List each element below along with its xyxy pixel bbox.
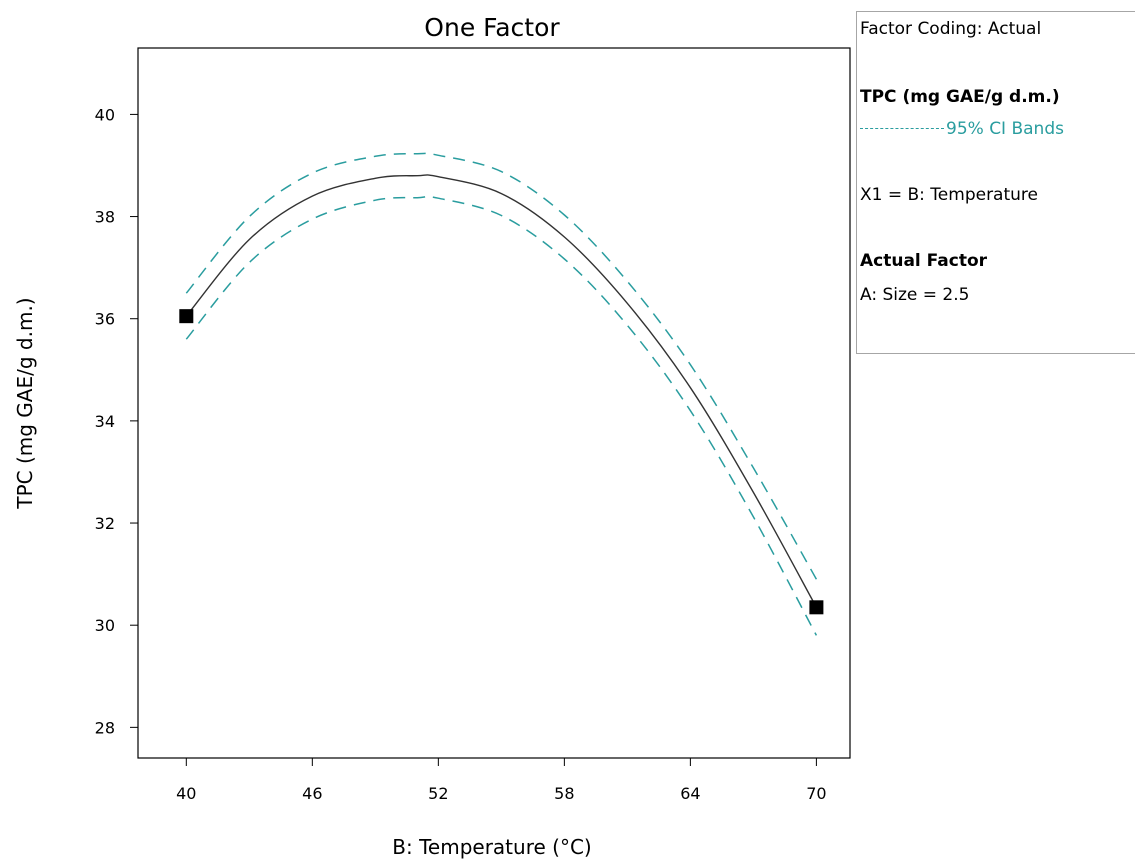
factor-coding-text: Factor Coding: Actual xyxy=(860,19,1042,39)
actual-factor-title: Actual Factor xyxy=(860,251,988,271)
design-point-marker xyxy=(809,600,824,615)
y-tick-label: 40 xyxy=(95,105,115,124)
legend-panel: Factor Coding: Actual TPC (mg GAE/g d.m.… xyxy=(856,11,1135,354)
axis-ticks: 40 46 52 58 64 70 28 30 32 34 36 38 40 xyxy=(95,105,827,803)
x-tick-label: 40 xyxy=(176,784,196,803)
y-tick-label: 30 xyxy=(95,616,115,635)
ci-upper-band xyxy=(185,152,818,580)
ci-legend-entry: 95% CI Bands xyxy=(860,119,1064,139)
series-group xyxy=(185,152,818,636)
y-tick-label: 36 xyxy=(95,310,115,329)
x-tick-label: 58 xyxy=(554,784,574,803)
ci-lower-band xyxy=(185,195,818,636)
y-axis-label: TPC (mg GAE/g d.m.) xyxy=(13,297,37,509)
plot-area-frame xyxy=(137,47,851,759)
x1-definition: X1 = B: Temperature xyxy=(860,185,1038,205)
y-tick-label: 38 xyxy=(95,208,115,227)
x-tick-label: 70 xyxy=(806,784,826,803)
x-tick-label: 64 xyxy=(680,784,700,803)
x-tick-label: 46 xyxy=(302,784,322,803)
x-axis-label: B: Temperature (°C) xyxy=(392,835,591,859)
y-tick-label: 34 xyxy=(95,412,115,431)
y-tick-label: 28 xyxy=(95,718,115,737)
x-tick-label: 52 xyxy=(428,784,448,803)
response-title: TPC (mg GAE/g d.m.) xyxy=(860,87,1060,107)
chart-title: One Factor xyxy=(424,13,560,42)
fit-line xyxy=(185,174,818,608)
y-tick-label: 32 xyxy=(95,514,115,533)
actual-factor-value: A: Size = 2.5 xyxy=(860,285,970,305)
design-point-marker xyxy=(179,309,194,324)
ci-dash-swatch xyxy=(860,127,944,129)
ci-legend-label: 95% CI Bands xyxy=(946,119,1064,139)
design-points xyxy=(179,309,824,615)
